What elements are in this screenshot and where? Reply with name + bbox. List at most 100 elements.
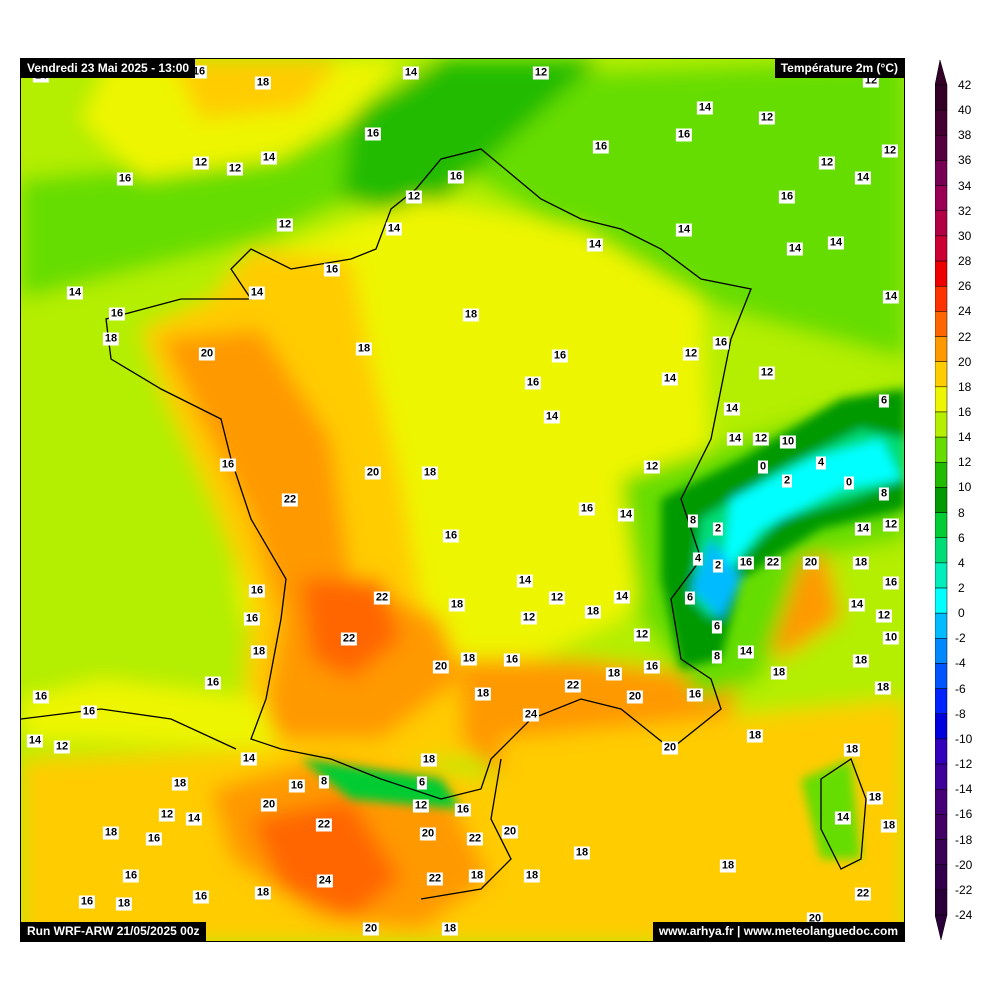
temperature-label: 14 (786, 242, 804, 256)
temperature-label: 8 (711, 650, 723, 664)
temperature-label: 18 (474, 687, 492, 701)
colorbar-tick-label: 42 (958, 78, 972, 92)
temperature-label: 16 (524, 376, 542, 390)
temperature-label: 18 (102, 332, 120, 346)
temperature-label: 6 (416, 776, 428, 790)
colorbar-bin (935, 260, 948, 287)
colorbar-bin (935, 336, 948, 362)
colorbar: 42 40 38 36 34 32 30 28 26 24 22 20 18 16 14 12 10 8 6 4 2 0-… (930, 55, 1000, 945)
temperature-label: 0 (843, 476, 855, 490)
colorbar-bin (935, 688, 948, 715)
temperature-label: 18 (746, 729, 764, 743)
colorbar-tick-label: 28 (958, 254, 972, 269)
temperature-label: 18 (460, 652, 478, 666)
temperature-label: 16 (551, 349, 569, 363)
colorbar-bin (935, 462, 948, 488)
temperature-label: 22 (564, 679, 582, 693)
temperature-label: 20 (364, 466, 382, 480)
temperature-label: 14 (854, 171, 872, 185)
temperature-label: 18 (584, 605, 602, 619)
temperature-label: 8 (318, 775, 330, 789)
temperature-label: 16 (78, 895, 96, 909)
temperature-label: 16 (686, 688, 704, 702)
temperature-label: 14 (613, 590, 631, 604)
colorbar-tick-label: -10 (955, 731, 973, 746)
colorbar-bin (935, 839, 948, 865)
temperature-label: 18 (874, 681, 892, 695)
temperature-label: 12 (682, 347, 700, 361)
colorbar-bin (935, 713, 948, 740)
temperature-label: 14 (402, 66, 420, 80)
colorbar-bin (935, 814, 948, 840)
temperature-label: 12 (405, 190, 423, 204)
temperature-label: 16 (447, 170, 465, 184)
colorbar-tick-label: 8 (958, 505, 965, 520)
temperature-label: 14 (675, 223, 693, 237)
temperature-label: 18 (770, 666, 788, 680)
temperature-label: 10 (882, 631, 900, 645)
temperature-label: 16 (219, 458, 237, 472)
temperature-label: 2 (712, 559, 724, 573)
temperature-label: 18 (852, 556, 870, 570)
temperature-label: 12 (633, 628, 651, 642)
temperature-label: 2 (712, 522, 724, 536)
colorbar-bin (935, 210, 948, 237)
temperature-label: 24 (522, 708, 540, 722)
temperature-label: 12 (226, 162, 244, 176)
temperature-label: 20 (626, 690, 644, 704)
temperature-label: 20 (198, 347, 216, 361)
temperature-label: 12 (520, 611, 538, 625)
temperature-label: 16 (712, 336, 730, 350)
temperature-label: 0 (757, 460, 769, 474)
temperature-label: 6 (684, 591, 696, 605)
temperature-label: 12 (818, 156, 836, 170)
temperature-label: 18 (448, 598, 466, 612)
temperature-label: 6 (711, 620, 723, 634)
temperature-label: 20 (419, 827, 437, 841)
colorbar-bin (935, 889, 948, 916)
colorbar-bin (935, 512, 948, 538)
colorbar-tick-label: 4 (958, 555, 965, 570)
temperature-label: 12 (758, 366, 776, 380)
temperature-label: 16 (204, 676, 222, 690)
colorbar-tick-label: -2 (955, 631, 966, 646)
temperature-label: 18 (880, 819, 898, 833)
temperature-label: 14 (617, 508, 635, 522)
temperature-label: 24 (316, 874, 334, 888)
temperature-label: 16 (454, 803, 472, 817)
temperature-label: 16 (243, 612, 261, 626)
temperature-label: 16 (737, 556, 755, 570)
temperature-label: 18 (171, 777, 189, 791)
colorbar-tick-label: -4 (955, 656, 966, 671)
temperature-label: 16 (578, 502, 596, 516)
temperature-label: 16 (882, 576, 900, 590)
temperature-label: 12 (752, 432, 770, 446)
temperature-label: 12 (158, 808, 176, 822)
temperature-label: 16 (145, 832, 163, 846)
colorbar-tick-label: 6 (958, 530, 965, 545)
temperature-label: 14 (240, 752, 258, 766)
colorbar-bin (935, 311, 948, 337)
temperature-label: 20 (661, 741, 679, 755)
temperature-label: 18 (523, 869, 541, 883)
temperature-label: 14 (543, 410, 561, 424)
temperature-label: 12 (882, 518, 900, 532)
temperature-label: 14 (26, 734, 44, 748)
colorbar-tick-label: 26 (958, 279, 972, 294)
coastlines-borders (21, 148, 867, 900)
temperature-label: 20 (802, 556, 820, 570)
temperature-label: 18 (115, 897, 133, 911)
colorbar-bin (935, 864, 948, 891)
temperature-label: 22 (764, 556, 782, 570)
colorbar-tick-label: 32 (958, 203, 972, 218)
colorbar-bin (935, 109, 948, 136)
temperature-label: 12 (412, 799, 430, 813)
colorbar-tick-label: 0 (958, 606, 965, 621)
temperature-label: 22 (466, 832, 484, 846)
run-banner: Run WRF-ARW 21/05/2025 00z (21, 922, 206, 941)
temperature-label: 12 (643, 460, 661, 474)
temperature-label: 14 (586, 238, 604, 252)
colorbar-bin (935, 411, 948, 438)
colorbar-tick-label: 10 (958, 480, 972, 495)
colorbar-tick-label: -6 (955, 681, 966, 696)
